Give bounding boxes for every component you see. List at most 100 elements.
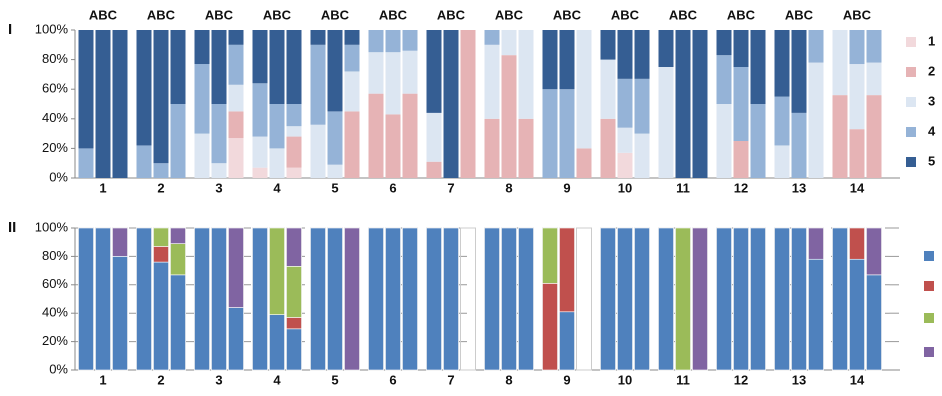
- annotation: ABC: [147, 7, 176, 22]
- bar-segment: [484, 30, 500, 45]
- bar-segment: [112, 227, 128, 257]
- bar-segment: [368, 93, 384, 178]
- bar-segment: [426, 227, 442, 371]
- bar-segment: [286, 104, 302, 127]
- y-tick-label: 20%: [42, 333, 68, 348]
- x-tick-label: 11: [676, 372, 690, 387]
- bar-segment: [368, 227, 384, 371]
- bar-segment: [617, 30, 633, 79]
- bar-segment: [194, 64, 210, 134]
- bar-segment: [617, 127, 633, 153]
- bar-segment: [153, 30, 169, 164]
- bar-segment: [600, 30, 616, 60]
- bar-segment: [518, 118, 534, 178]
- bar-segment: [716, 227, 732, 371]
- x-tick-label: 1: [99, 180, 106, 195]
- bar-segment: [385, 227, 401, 371]
- bar-segment: [716, 104, 732, 178]
- bar-segment: [170, 30, 186, 104]
- bar-segment: [692, 30, 708, 178]
- bar-segment: [286, 30, 302, 104]
- legend-swatch: [906, 97, 916, 107]
- annotation: ABC: [727, 7, 756, 22]
- bar-segment: [501, 55, 517, 178]
- bar-segment: [542, 89, 558, 178]
- bar-segment: [344, 30, 360, 45]
- bar-segment: [484, 227, 500, 371]
- bar-segment: [78, 30, 94, 149]
- legend-swatch: [906, 127, 916, 137]
- legend-swatch: [924, 347, 934, 357]
- bar-segment: [344, 44, 360, 72]
- bar-segment: [832, 227, 848, 371]
- x-tick-label: 1: [99, 372, 106, 387]
- y-tick-label: 60%: [42, 276, 68, 291]
- bar-segment: [368, 30, 384, 53]
- bar-segment: [559, 30, 575, 90]
- x-tick-label: 13: [792, 180, 806, 195]
- bar-segment: [832, 95, 848, 178]
- x-tick-label: 10: [618, 180, 632, 195]
- y-tick-label: 40%: [42, 110, 68, 125]
- bar-segment: [170, 243, 186, 276]
- bar-segment: [252, 30, 268, 84]
- bar-segment: [600, 118, 616, 178]
- bar-segment: [426, 112, 442, 162]
- x-tick-label: 13: [792, 372, 806, 387]
- bar-segment: [634, 133, 650, 178]
- y-tick-label: 80%: [42, 51, 68, 66]
- bar-segment: [136, 145, 152, 178]
- bar-segment: [518, 227, 534, 371]
- annotation: ABC: [785, 7, 814, 22]
- bar-segment: [791, 30, 807, 113]
- annotation: ABC: [263, 7, 292, 22]
- legend-swatch: [924, 313, 934, 323]
- y-tick-label: 20%: [42, 140, 68, 155]
- bar-segment: [750, 104, 766, 178]
- bar-segment: [78, 148, 94, 178]
- bar-segment: [385, 30, 401, 53]
- bar-segment: [733, 67, 749, 141]
- annotation: ABC: [437, 7, 466, 22]
- bar-segment: [95, 30, 111, 178]
- bar-segment: [310, 227, 326, 371]
- bar-segment: [658, 67, 674, 178]
- bar-segment: [866, 274, 882, 371]
- bar-segment: [252, 167, 268, 178]
- bar-segment: [211, 163, 227, 178]
- annotation: ABC: [205, 7, 234, 22]
- bar-segment: [576, 148, 592, 178]
- bar-segment: [866, 227, 882, 276]
- bar-segment: [600, 59, 616, 119]
- bar-segment: [327, 30, 343, 112]
- bar-segment: [385, 52, 401, 115]
- x-tick-label: 8: [505, 180, 512, 195]
- bar-segment: [286, 126, 302, 137]
- legend-label: 4: [928, 123, 936, 138]
- bar-segment: [774, 96, 790, 146]
- bar-segment: [774, 30, 790, 97]
- bar-segment: [617, 152, 633, 178]
- annotation: ABC: [495, 7, 524, 22]
- legend-label: 5: [928, 153, 935, 168]
- bar-segment: [310, 44, 326, 125]
- bar-segment: [228, 30, 244, 45]
- bar-segment: [675, 227, 691, 371]
- bar-segment: [849, 227, 865, 260]
- bar-segment: [443, 227, 459, 371]
- bar-segment: [269, 314, 285, 371]
- x-tick-label: 12: [734, 372, 748, 387]
- bar-segment: [194, 30, 210, 65]
- legend-label: 2: [928, 63, 935, 78]
- x-tick-label: 3: [215, 180, 222, 195]
- bar-segment: [112, 30, 128, 178]
- x-tick-label: 10: [618, 372, 632, 387]
- bar-segment: [791, 112, 807, 178]
- bar-segment: [559, 89, 575, 178]
- bar-segment: [542, 30, 558, 90]
- bar-segment: [518, 30, 534, 119]
- bar-segment: [849, 258, 865, 371]
- bar-segment: [269, 148, 285, 178]
- bar-segment: [733, 141, 749, 178]
- bar-segment: [484, 44, 500, 119]
